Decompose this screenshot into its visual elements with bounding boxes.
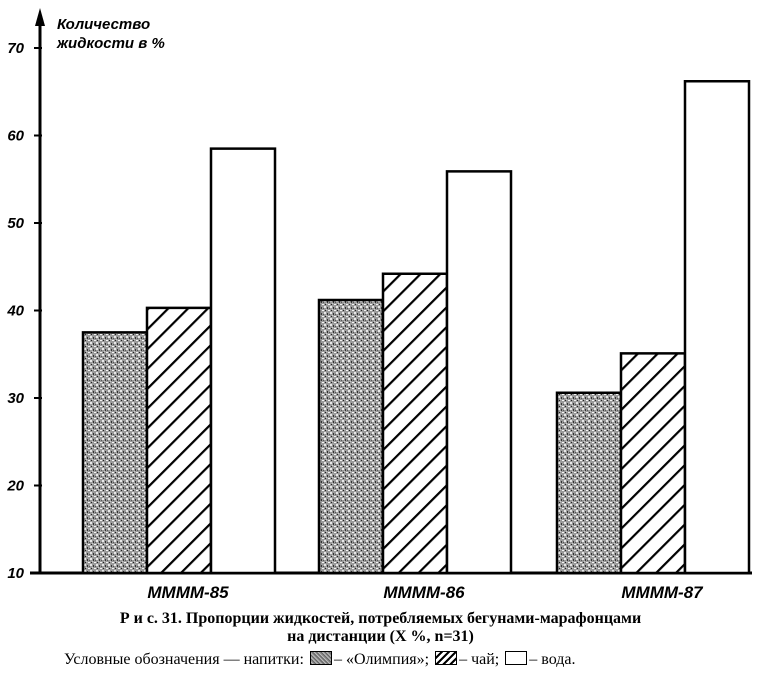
category-label: ММММ-85 <box>147 583 229 602</box>
bar-olimpia-2 <box>317 298 385 575</box>
y-tick-label: 70 <box>7 40 24 57</box>
bar-tea-2 <box>381 272 449 575</box>
figure-caption-line1: Р и с. 31. Пропорции жидкостей, потребля… <box>119 610 642 627</box>
bar-olimpia-1 <box>81 331 149 575</box>
bar-olimpia-3 <box>555 391 623 575</box>
bar-water-3 <box>683 80 751 575</box>
legend-prefix: Условные обозначения — напитки: <box>64 651 304 668</box>
y-tick-label: 50 <box>7 215 24 232</box>
legend-item-tea: – чай; <box>459 651 500 668</box>
y-axis-label-line1: Количество <box>57 16 150 33</box>
bar-tea-3 <box>619 352 687 575</box>
category-label: ММММ-86 <box>383 583 465 602</box>
legend-swatch-olimpia <box>309 651 332 665</box>
y-ticks: 10 20 30 40 50 60 70 <box>6 40 42 582</box>
legend-item-olimpia: – «Олимпия»; <box>333 651 430 668</box>
y-tick-label: 20 <box>6 478 24 495</box>
legend-swatch-water <box>505 651 528 665</box>
category-label: ММММ-87 <box>621 583 704 602</box>
legend: Условные обозначения — напитки: – «Олимп… <box>64 651 575 669</box>
y-axis-label-line2: жидкости в % <box>56 35 165 52</box>
bar-water-2 <box>445 170 513 575</box>
y-tick-label: 60 <box>7 128 24 145</box>
bar-tea-1 <box>145 306 213 575</box>
y-tick-label: 10 <box>7 565 24 582</box>
legend-swatch-tea <box>435 651 458 665</box>
y-tick-label: 40 <box>6 303 24 320</box>
bar-water-1 <box>209 147 277 575</box>
figure-caption-line2: на дистанции (X %, n=31) <box>287 628 474 645</box>
category-labels: ММММ-85 ММММ-86 ММММ-87 <box>147 583 704 602</box>
y-axis-arrow <box>35 8 45 26</box>
y-tick-label: 30 <box>7 390 24 407</box>
bar-chart: Количество жидкости в % 10 20 30 40 50 60 70 М… <box>6 8 752 602</box>
bars <box>81 80 751 575</box>
legend-item-water: – вода. <box>529 651 576 668</box>
